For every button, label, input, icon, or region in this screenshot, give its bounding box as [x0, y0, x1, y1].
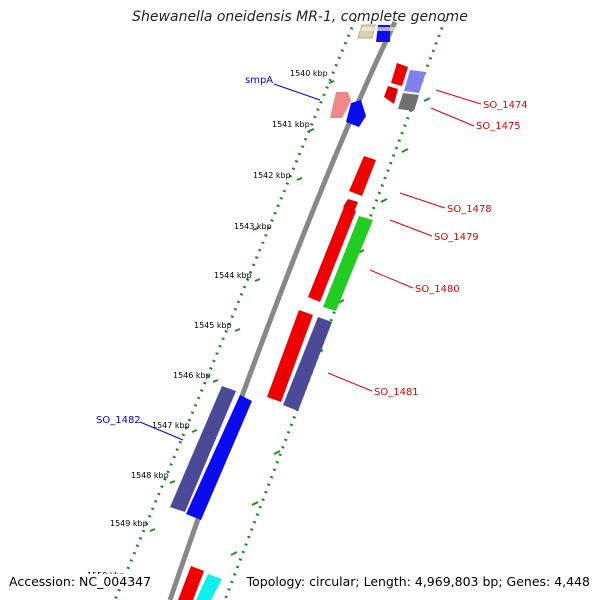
- kbp-label-1543: 1543 kbp: [234, 222, 272, 231]
- kbp-ticks: [149, 80, 335, 532]
- kbp-label-1542: 1542 kbp: [253, 171, 291, 180]
- gene-SO_1474-red2[interactable]: [384, 86, 398, 104]
- kbp-label-1541: 1541 kbp: [272, 120, 310, 129]
- gene-SO_1479-red[interactable]: [343, 199, 358, 212]
- gene-top-white[interactable]: [360, 27, 398, 31]
- label-SO_1481[interactable]: SO_1481: [374, 387, 419, 398]
- label-SO_1482[interactable]: SO_1482: [96, 415, 141, 426]
- topology-summary: Topology: circular; Length: 4,969,803 bp…: [244, 574, 592, 589]
- gene-SO_1478-red[interactable]: [349, 156, 376, 196]
- label-SO_1478[interactable]: SO_1478: [447, 204, 492, 215]
- leader-SO_1475: [430, 107, 475, 127]
- label-SO_1479[interactable]: SO_1479: [434, 232, 479, 243]
- leader-SO_1478: [399, 192, 446, 209]
- gene-top-tan[interactable]: [357, 24, 376, 39]
- gene-smpA-blue[interactable]: [346, 100, 366, 127]
- label-SO_1480[interactable]: SO_1480: [415, 284, 460, 295]
- gene-smpA-pink[interactable]: [330, 92, 351, 118]
- leader-smpA: [273, 83, 321, 101]
- gene-SO_1481-purple[interactable]: [283, 317, 332, 411]
- accession-text: Accession: NC_004347: [7, 574, 154, 589]
- gene-SO_1480-green[interactable]: [323, 216, 373, 311]
- label-SO_1475[interactable]: SO_1475: [476, 121, 521, 132]
- gene-SO_1475-gray[interactable]: [398, 93, 419, 111]
- leader-SO_1480: [369, 269, 414, 289]
- leader-SO_1474: [435, 89, 482, 105]
- gene-SO_1482-blue[interactable]: [186, 395, 252, 520]
- kbp-label-1545: 1545 kbp: [194, 321, 232, 330]
- gene-bottom-cyan[interactable]: [196, 574, 222, 600]
- kbp-label-1540: 1540 kbp: [290, 69, 328, 78]
- kbp-label-1548: 1548 kbp: [131, 471, 169, 480]
- leader-SO_1479: [389, 219, 433, 237]
- label-SO_1474[interactable]: SO_1474: [483, 100, 528, 111]
- leader-SO_1481: [327, 372, 373, 392]
- kbp-label-1549: 1549 kbp: [110, 519, 148, 528]
- kbp-label-1547: 1547 kbp: [152, 421, 190, 430]
- gene-SO_1481-red[interactable]: [267, 310, 313, 402]
- kbp-label-1546: 1546 kbp: [173, 371, 211, 380]
- gene-SO_1482-purple[interactable]: [170, 386, 236, 512]
- label-smpA[interactable]: smpA: [245, 75, 273, 86]
- inner-dotted-track: [113, 19, 357, 600]
- leader-SO_1482: [139, 421, 184, 441]
- map-title: Shewanella oneidensis MR-1, complete gen…: [132, 9, 468, 25]
- gene-SO_1480-red[interactable]: [308, 207, 356, 302]
- gene-SO_1474-red[interactable]: [391, 63, 408, 86]
- gene-bottom-red[interactable]: [178, 566, 204, 600]
- gene-SO_1474-purple[interactable]: [404, 70, 426, 93]
- kbp-label-1544: 1544 kbp: [214, 271, 252, 280]
